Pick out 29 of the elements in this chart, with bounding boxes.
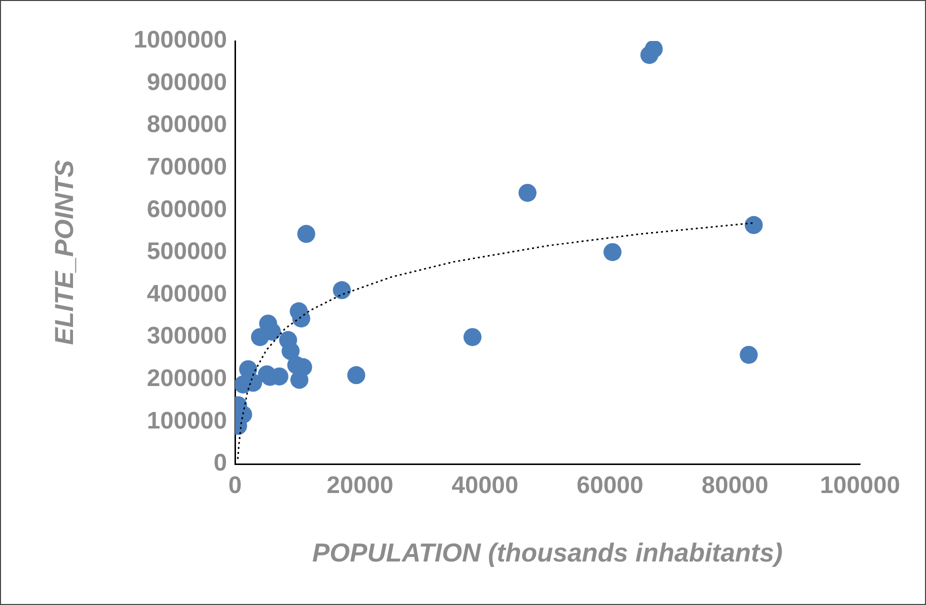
y-tick-label: 100000: [146, 407, 227, 434]
point: [282, 342, 300, 360]
point: [464, 328, 482, 346]
point: [740, 346, 758, 364]
y-tick-label: 1000000: [134, 26, 227, 54]
y-tick-label: 800000: [146, 111, 227, 138]
y-tick-label: 900000: [146, 68, 227, 96]
y-tick-label: 400000: [146, 280, 227, 308]
x-tick-label: 100000: [820, 472, 900, 500]
point: [332, 281, 351, 300]
point: [640, 46, 658, 64]
y-tick-label: 0: [214, 450, 227, 477]
point: [251, 328, 269, 346]
point: [744, 216, 763, 234]
x-tick-label: 20000: [326, 472, 394, 500]
x-tick-label: 80000: [702, 472, 768, 500]
y-tick-label: 600000: [146, 196, 227, 223]
point: [604, 243, 622, 262]
point: [297, 224, 316, 243]
point: [518, 184, 536, 202]
y-tick-label: 300000: [146, 322, 227, 350]
y-tick-label: 500000: [146, 238, 227, 266]
point: [347, 366, 366, 384]
x-tick-label: 40000: [452, 472, 518, 500]
y-tick-label: 200000: [146, 365, 227, 392]
x-axis-title: POPULATION (thousands inhabitants): [312, 538, 783, 568]
y-tick-label: 700000: [146, 154, 227, 181]
y-axis-title: ELITE_POINTS: [48, 159, 79, 345]
x-tick-label: 60000: [576, 472, 644, 500]
